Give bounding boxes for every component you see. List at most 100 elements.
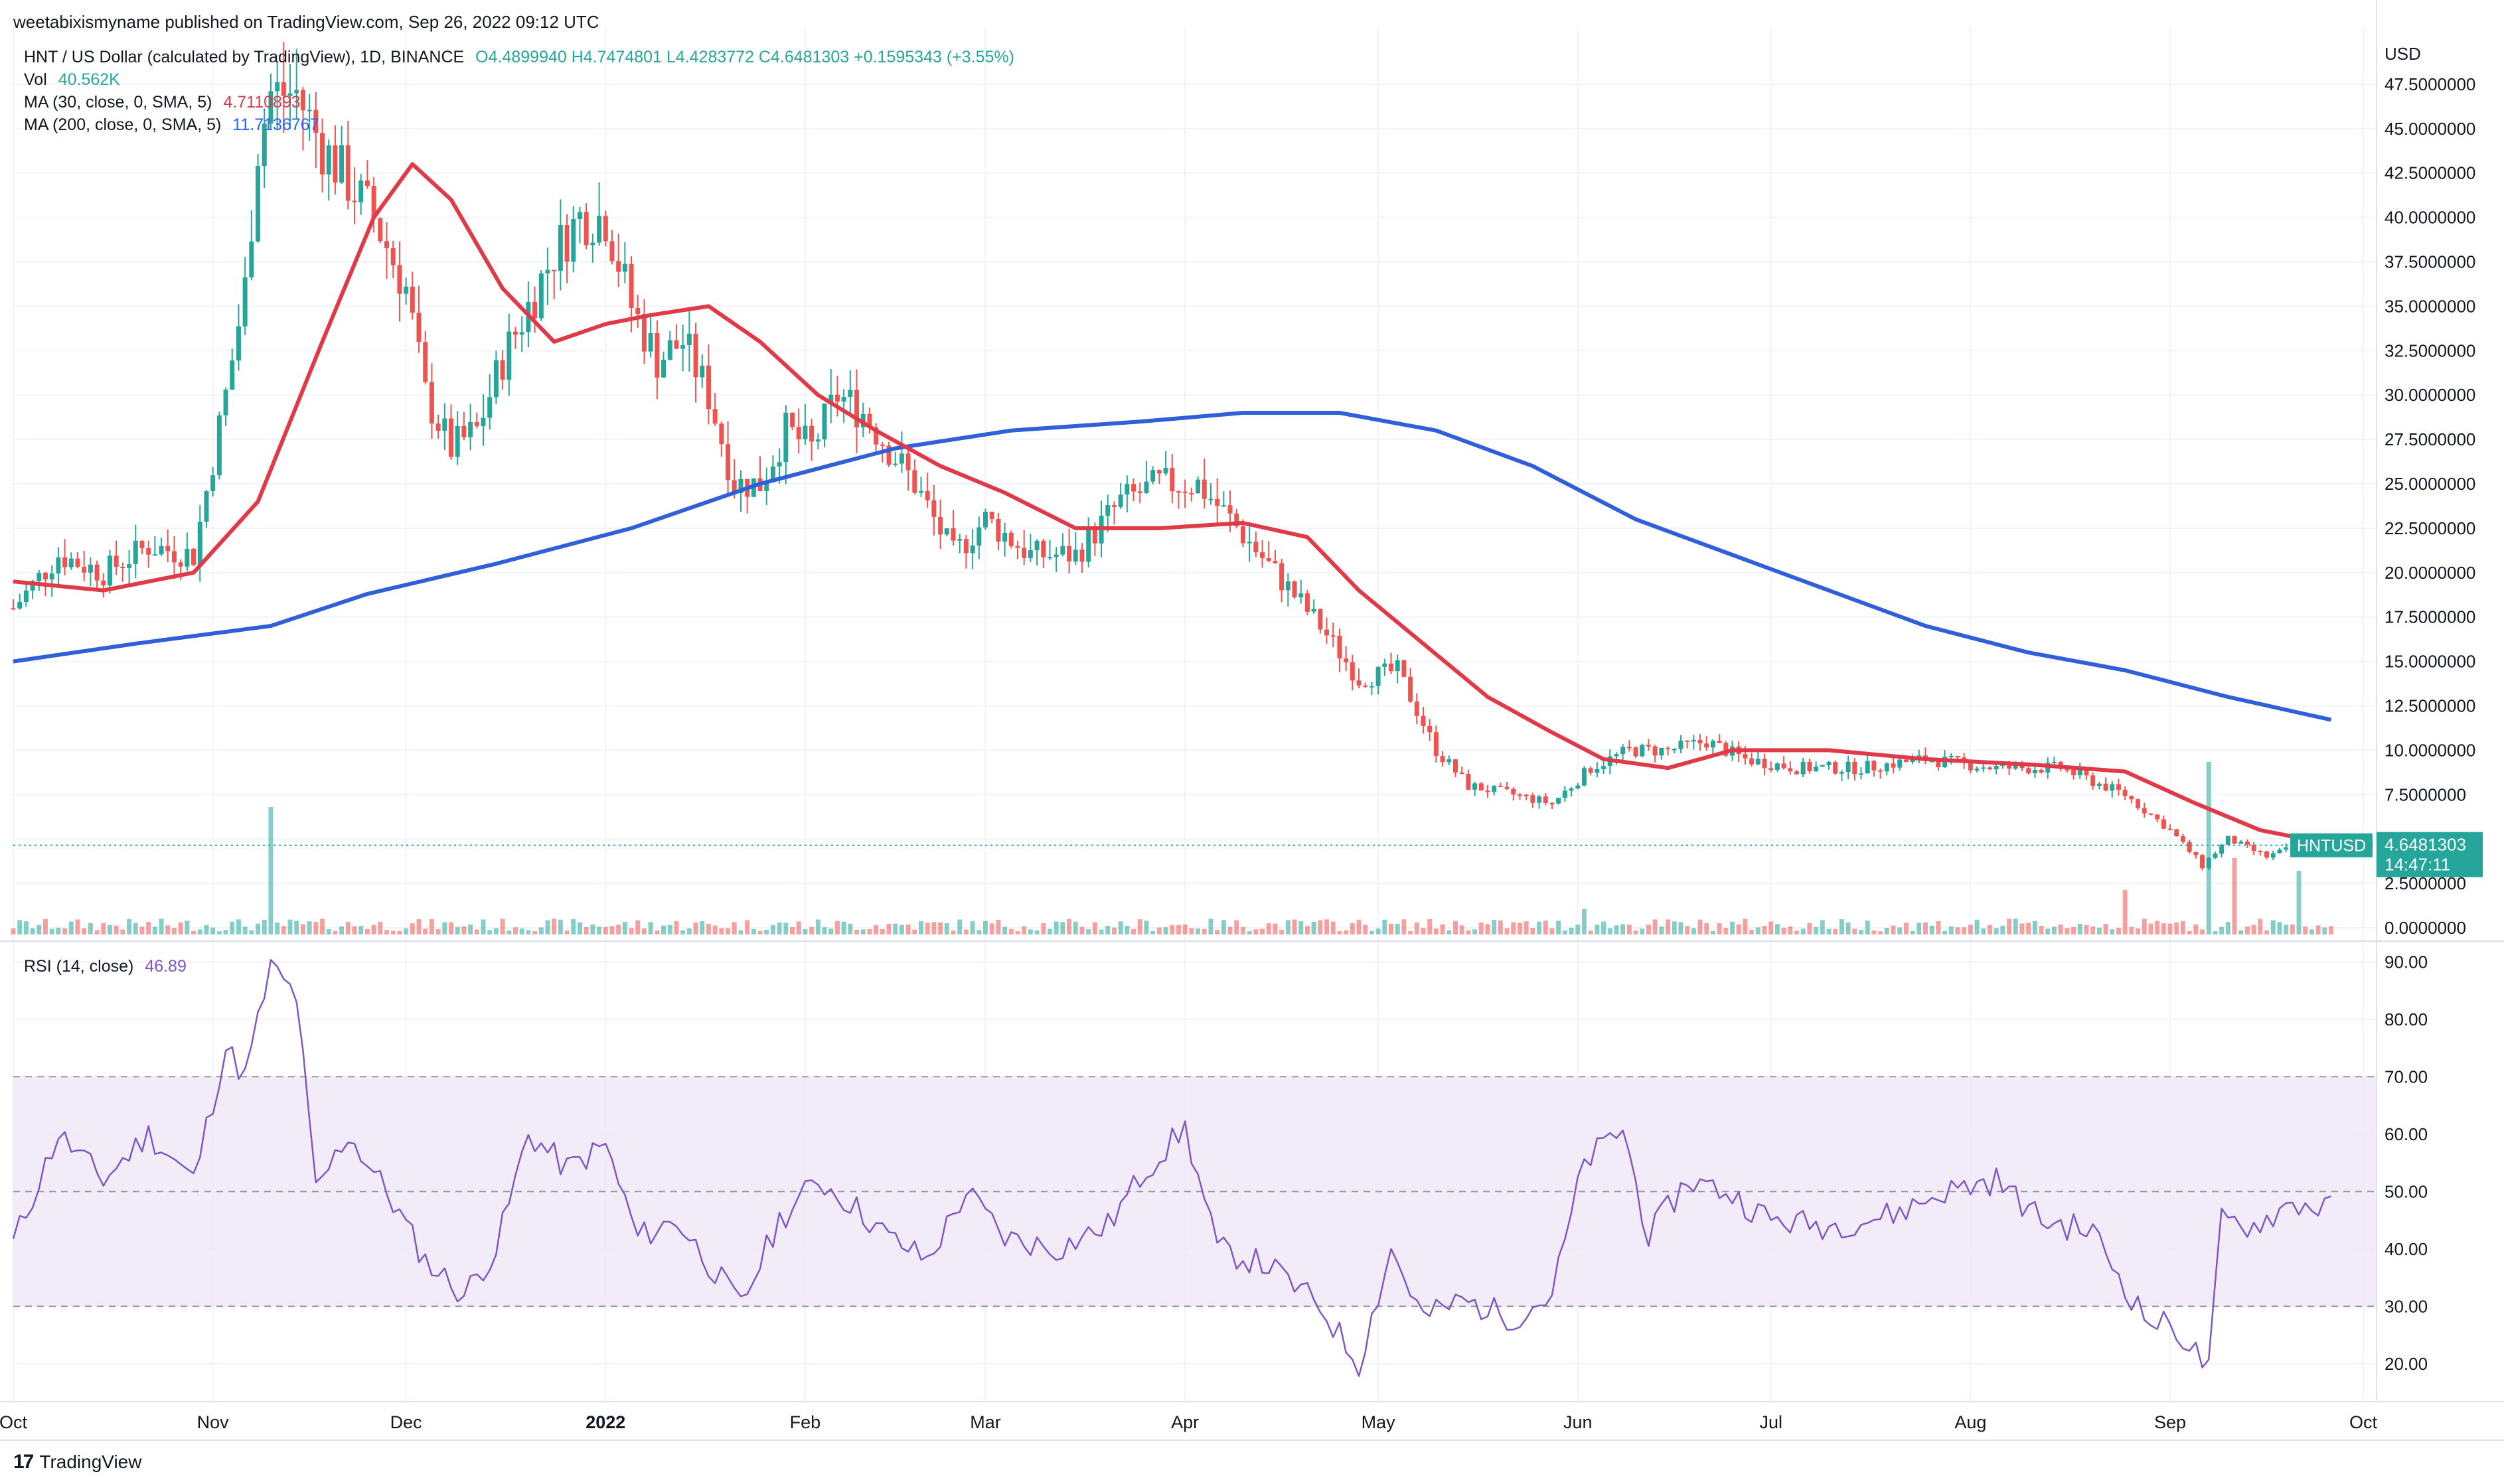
- candle-body: [1498, 785, 1503, 787]
- volume-bar: [1968, 925, 1973, 934]
- volume-bar: [2019, 923, 2025, 934]
- legend-ma200-row[interactable]: MA (200, close, 0, SMA, 5) 11.7136767: [24, 115, 326, 135]
- candle-body: [2225, 836, 2230, 845]
- volume-bar: [957, 919, 963, 934]
- candle-body: [597, 216, 602, 243]
- candle-body: [1092, 528, 1097, 544]
- volume-bar: [120, 929, 125, 934]
- candle-body: [1646, 745, 1651, 747]
- candle-body: [1182, 491, 1188, 493]
- candle-body: [1452, 759, 1458, 773]
- volume-bar: [693, 922, 698, 934]
- volume-bar: [507, 930, 512, 934]
- legend-volume-row[interactable]: Vol 40.562K: [24, 70, 127, 90]
- volume-bar: [880, 928, 885, 934]
- volume-bar: [2187, 930, 2192, 934]
- volume-bar: [345, 921, 351, 934]
- candle-body: [1382, 663, 1387, 667]
- time-axis-label: Feb: [790, 1412, 821, 1432]
- candle-body: [1421, 715, 1426, 726]
- volume-bar: [1736, 924, 1741, 934]
- candle-body: [1678, 740, 1683, 749]
- candle-body: [345, 145, 351, 201]
- candle-body: [982, 512, 988, 528]
- candle-body: [159, 546, 164, 555]
- ma30-value: 4.7110893: [223, 93, 301, 111]
- volume-bar: [1253, 929, 1259, 934]
- moving-averages: [13, 162, 2332, 846]
- footer-brand[interactable]: 17 TradingView: [13, 1451, 141, 1473]
- volume-bar: [1626, 925, 1632, 934]
- volume-bar: [738, 930, 743, 934]
- candle-body: [770, 466, 775, 481]
- candle-body: [629, 263, 634, 309]
- candle-body: [2238, 842, 2244, 844]
- volume-bar: [1672, 921, 1677, 934]
- volume-bar: [1234, 920, 1239, 934]
- volume-bar: [223, 930, 228, 934]
- volume-bar: [2136, 928, 2141, 934]
- candle-body: [2284, 847, 2289, 850]
- volume-bar: [706, 923, 711, 934]
- ohlc-values: O4.4899940 H4.7474801 L4.4283772 C4.6481…: [475, 48, 1014, 66]
- candle-body: [487, 397, 493, 418]
- candle-body: [185, 548, 190, 567]
- rsi-band: [13, 1076, 2377, 1307]
- volume-bar: [938, 922, 943, 934]
- candle-body: [609, 241, 615, 261]
- volume-bar: [1324, 919, 1330, 934]
- legend-rsi-row[interactable]: RSI (14, close) 46.89: [24, 957, 193, 976]
- candle-body: [2244, 842, 2250, 845]
- volume-bar: [1492, 920, 1497, 934]
- rsi-tick-label: 80.00: [2385, 1009, 2428, 1029]
- volume-bar: [2315, 925, 2321, 934]
- volume-bar: [726, 928, 731, 934]
- volume-bar: [1524, 921, 1529, 934]
- volume-bar: [42, 919, 48, 934]
- candle-body: [1910, 758, 1915, 763]
- volume-bar: [1273, 923, 1278, 934]
- legend-symbol-row[interactable]: HNT / US Dollar (calculated by TradingVi…: [24, 48, 1021, 67]
- candle-body: [1685, 740, 1690, 742]
- volume-bar: [1452, 921, 1458, 934]
- volume-bar: [1266, 923, 1271, 934]
- candle-body: [1060, 546, 1065, 555]
- candle-body: [410, 286, 415, 313]
- candle-body: [2103, 783, 2108, 791]
- volume-bar: [1022, 926, 1027, 934]
- volume-bar: [1330, 921, 1336, 934]
- candle-body: [732, 480, 737, 493]
- candle-body: [854, 390, 860, 427]
- volume-bar: [152, 927, 157, 934]
- volume-bar: [1987, 925, 1992, 934]
- volume-bar: [2032, 921, 2037, 934]
- volume-bar: [358, 926, 364, 934]
- candle-body: [584, 212, 589, 246]
- candle-body: [1240, 526, 1245, 544]
- volume-bar: [584, 927, 589, 934]
- symbol-description[interactable]: HNT / US Dollar (calculated by TradingVi…: [24, 48, 465, 66]
- volume-bar: [2329, 926, 2334, 934]
- candle-body: [1150, 470, 1156, 482]
- volume-bar: [828, 928, 834, 934]
- volume-bar: [2103, 923, 2108, 934]
- candle-body: [2090, 775, 2096, 786]
- candle-body: [848, 390, 853, 397]
- legend-ma30-row[interactable]: MA (30, close, 0, SMA, 5) 4.7110893: [24, 93, 307, 112]
- candle-body: [2032, 769, 2037, 774]
- volume-bar: [287, 919, 293, 934]
- candle-body: [2077, 770, 2082, 776]
- volume-bar: [757, 930, 763, 934]
- volume-bar: [751, 928, 756, 934]
- candle-body: [712, 409, 718, 424]
- candle-body: [2116, 784, 2121, 790]
- volume-bar: [352, 926, 357, 934]
- volume-bar: [686, 928, 692, 934]
- volume-bar: [1659, 927, 1664, 934]
- volume-bar: [1942, 930, 1948, 934]
- candle-body: [1156, 470, 1162, 474]
- candle-body: [1524, 794, 1529, 796]
- candle-body: [700, 365, 705, 378]
- candle-body: [1260, 552, 1265, 558]
